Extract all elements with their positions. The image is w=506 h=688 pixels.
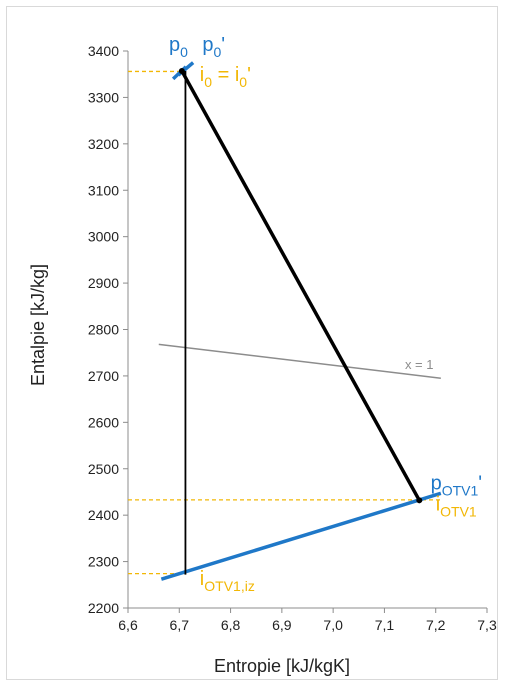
annotation-iotv1: iOTV1 — [436, 494, 477, 520]
state-point-marker — [416, 497, 423, 504]
annotation-layer: p0 p0' i0 = i0' pOTV1'iOTV1 iOTV1,iz x = 1 — [169, 34, 482, 594]
x-tick-label: 6,6 — [118, 617, 138, 633]
y-tick-label: 2900 — [88, 275, 119, 291]
series-line-expansion — [180, 70, 421, 502]
annotation-iotv1-iz: iOTV1,iz — [200, 568, 255, 594]
y-tick-label: 2500 — [88, 461, 119, 477]
series-line-isobar-otv1 — [160, 491, 442, 581]
annotation-x1: x = 1 — [405, 357, 434, 372]
x-tick-label: 7,3 — [477, 617, 497, 633]
annotation-i0: i0 = i0' — [200, 64, 251, 90]
x-tick-label: 6,7 — [170, 617, 190, 633]
state-point-marker — [178, 67, 185, 74]
y-tick-label: 3400 — [88, 43, 119, 59]
y-axis-label: Entalpie [kJ/kg] — [28, 264, 48, 386]
annotation-potv1: pOTV1' — [431, 473, 483, 499]
y-tick-label: 2800 — [88, 322, 119, 338]
y-tick-label: 2600 — [88, 414, 119, 430]
y-tick-label: 2200 — [88, 600, 119, 616]
x-tick-label: 7,1 — [375, 617, 395, 633]
y-tick-label: 3100 — [88, 182, 119, 198]
y-tick-label: 2400 — [88, 507, 119, 523]
x-axis-label: Entropie [kJ/kgK] — [214, 656, 350, 676]
series-line-saturation-line — [158, 343, 441, 379]
chart-frame — [6, 6, 498, 680]
x-tick-label: 6,8 — [221, 617, 241, 633]
y-tick-label: 2300 — [88, 554, 119, 570]
x-tick-label: 7,2 — [426, 617, 446, 633]
y-tick-label: 2700 — [88, 368, 119, 384]
y-tick-label: 3000 — [88, 229, 119, 245]
ticks: 6,6 6,7 6,8 6,9 7,0 7,1 7,2 7,3 2200 2300 2400 2500… — [88, 43, 497, 633]
x-tick-label: 7,0 — [323, 617, 343, 633]
plot-area: 6,6 6,7 6,8 6,9 7,0 7,1 7,2 7,3 2200 2300 2400 2500… — [88, 34, 497, 633]
annotation-p0-prime: p0' — [202, 34, 225, 60]
y-tick-label: 3300 — [88, 89, 119, 105]
y-tick-label: 3200 — [88, 136, 119, 152]
series-layer — [128, 61, 442, 581]
x-tick-label: 6,9 — [272, 617, 292, 633]
annotation-p0: p0 — [169, 34, 188, 60]
